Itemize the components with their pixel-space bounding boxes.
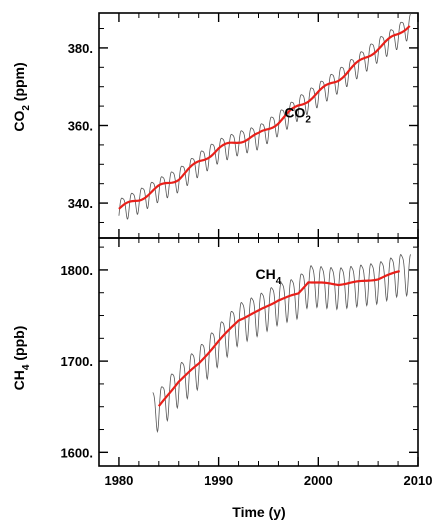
ch4-raw-series — [152, 253, 412, 433]
co2-trend-series — [118, 25, 411, 210]
x-tick-label: 1980 — [104, 473, 133, 488]
co2-series-label-sub: 2 — [305, 115, 311, 126]
ch4-y-axis-label-main: CH — [11, 370, 27, 390]
ch4-y-axis-label-sub: 4 — [21, 364, 32, 370]
ch4-ticks: 1600. 1700. 1800. 1980 1990 2000 2010 — [60, 238, 432, 488]
y-tick-label: 1600. — [60, 445, 93, 460]
co2-series-label-main: CO — [284, 105, 305, 121]
ch4-trend-line — [157, 270, 401, 407]
x-tick-label: 1990 — [204, 473, 233, 488]
ch4-series-label-sub: 4 — [276, 276, 282, 287]
co2-raw-series — [118, 13, 412, 220]
y-tick-label: 380. — [68, 41, 93, 56]
x-tick-label: 2000 — [304, 473, 333, 488]
y-tick-label: 360. — [68, 119, 93, 134]
co2-y-axis-label-sub: 2 — [21, 105, 32, 111]
co2-y-axis-label-main: CO — [11, 111, 27, 132]
y-tick-label: 340. — [68, 196, 93, 211]
x-tick-label: 2010 — [404, 473, 433, 488]
ch4-y-axis-label-units: (ppb) — [11, 326, 27, 365]
ch4-raw-line — [152, 253, 412, 433]
co2-series-label: CO2 — [284, 105, 311, 126]
co2-ticks: 340. 360. 380. — [68, 13, 419, 238]
y-tick-label: 1700. — [60, 354, 93, 369]
ch4-series-label-main: CH — [256, 266, 276, 282]
co2-y-axis-label-units: (ppm) — [11, 62, 27, 105]
co2-panel: 340.360.380. CO2 CO2 (ppm) — [11, 12, 419, 239]
x-axis-label: Time (y) — [232, 504, 285, 520]
ch4-panel: 1600.1700.1800.1980 1990 2000 2010 CH4 CH4 … — [11, 237, 432, 520]
ch4-trend-series — [157, 270, 401, 407]
ch4-series-label: CH4 — [256, 266, 282, 287]
ch4-y-axis-label: CH4 (ppb) — [11, 326, 32, 391]
co2-trend-line — [118, 25, 411, 210]
co2-y-axis-label: CO2 (ppm) — [11, 62, 32, 131]
y-tick-label: 1800. — [60, 263, 93, 278]
co2-raw-line — [118, 13, 412, 220]
